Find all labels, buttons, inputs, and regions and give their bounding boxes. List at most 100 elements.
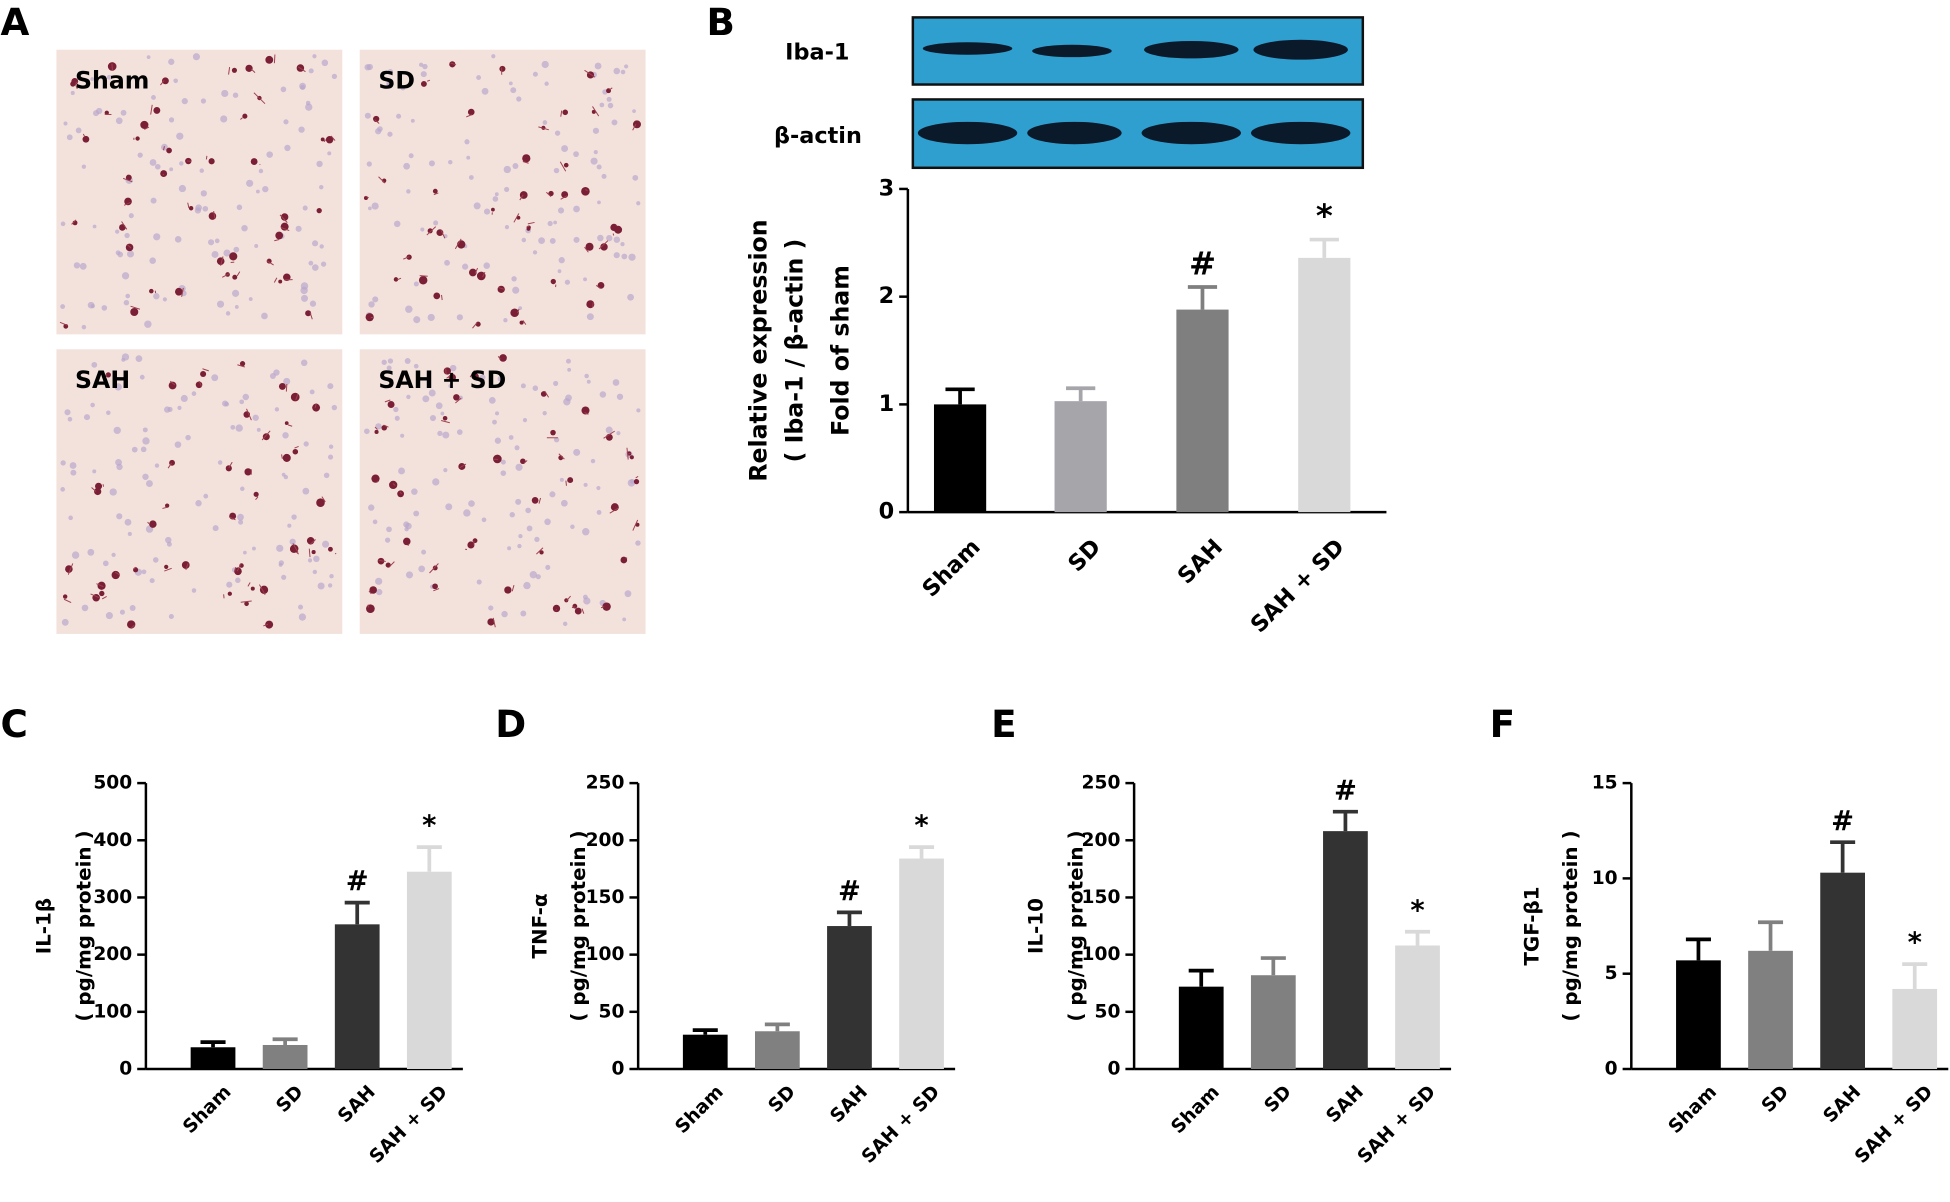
process: [334, 552, 337, 555]
process: [609, 87, 613, 91]
process: [75, 84, 78, 90]
cell-dot: [449, 364, 457, 372]
process: [213, 211, 216, 220]
microglia: [208, 158, 215, 165]
cell-dot: [507, 546, 512, 551]
process: [600, 606, 605, 609]
cell-dot: [376, 588, 383, 596]
microglia: [614, 225, 623, 234]
cell-dot: [121, 357, 126, 362]
cell-dot: [553, 167, 560, 174]
cell-dot: [364, 428, 370, 435]
cell-dot: [525, 507, 531, 514]
panel-letter: F: [1490, 702, 1515, 746]
cell-dot: [81, 164, 87, 169]
process: [236, 271, 241, 277]
process: [595, 284, 601, 289]
cell-dot: [327, 383, 334, 390]
cell-dot: [252, 414, 259, 421]
process: [295, 393, 299, 401]
cell-dot: [613, 236, 621, 243]
cell-dot: [79, 262, 87, 270]
cell-dot: [174, 441, 182, 448]
process: [144, 126, 150, 130]
process: [330, 135, 336, 141]
microglia: [374, 429, 379, 435]
cell-dot: [620, 241, 625, 247]
process: [273, 54, 276, 64]
cell-dot: [386, 81, 391, 86]
cell-dot: [211, 250, 219, 258]
process: [378, 559, 386, 562]
cell-dot: [298, 604, 304, 610]
cell-dot: [150, 197, 157, 204]
y-tick-label: 50: [599, 1001, 625, 1022]
cell-dot: [217, 460, 223, 465]
microglia: [282, 453, 291, 462]
microglia: [369, 586, 377, 594]
cell-dot: [316, 160, 323, 168]
cell-dot: [109, 488, 117, 496]
cell-dot: [214, 238, 220, 244]
process: [274, 239, 280, 242]
microglia: [284, 421, 289, 425]
cell-dot: [582, 528, 590, 536]
cell-dot: [276, 544, 284, 552]
cell-dot: [444, 259, 450, 266]
cell-dot: [559, 477, 564, 482]
cell-dot: [532, 250, 538, 255]
process: [287, 424, 293, 427]
cell-dot: [115, 250, 121, 256]
cell-dot: [236, 204, 243, 211]
process: [522, 320, 527, 325]
bar: [827, 926, 872, 1069]
cell-dot: [624, 590, 632, 598]
cell-dot: [305, 103, 313, 111]
process: [592, 302, 594, 308]
process: [71, 219, 77, 225]
process: [419, 275, 428, 277]
process: [63, 598, 72, 604]
microglia: [633, 478, 640, 485]
band: [1141, 121, 1242, 145]
process: [469, 370, 475, 378]
cell-dot: [142, 437, 150, 445]
cell-dot: [400, 85, 406, 91]
process: [450, 62, 457, 66]
cell-dot: [195, 500, 202, 507]
microglia: [149, 288, 154, 294]
panel-letter: D: [495, 702, 526, 746]
micrograph-bg: [56, 49, 343, 335]
y-axis-label: IL-1β: [33, 898, 56, 954]
y-tick-label: 200: [1082, 830, 1121, 851]
error-bar: [1066, 386, 1096, 402]
microglia: [385, 562, 391, 568]
y-tick-label: 5: [1605, 963, 1618, 984]
bar: [190, 1047, 236, 1069]
microglia: [311, 550, 316, 555]
microglia: [427, 228, 433, 234]
cell-dot: [542, 411, 547, 416]
microglia: [104, 110, 109, 115]
process: [584, 412, 589, 415]
cell-dot: [418, 565, 426, 573]
process: [544, 390, 550, 398]
process: [228, 461, 233, 469]
y-tick-label: 200: [93, 944, 132, 965]
significance-mark: *: [422, 811, 436, 842]
process: [441, 420, 450, 424]
cell-dot: [583, 482, 588, 487]
error-bar: [416, 845, 442, 872]
cell-dot: [230, 424, 236, 430]
error-bar: [764, 1022, 790, 1032]
cell-dot: [514, 445, 520, 451]
microglia: [620, 556, 628, 564]
process: [181, 287, 184, 297]
microglia: [253, 491, 259, 497]
process: [228, 66, 231, 75]
process: [560, 110, 563, 117]
process: [426, 226, 437, 236]
cell-dot: [283, 119, 289, 125]
cell-dot: [302, 205, 308, 211]
